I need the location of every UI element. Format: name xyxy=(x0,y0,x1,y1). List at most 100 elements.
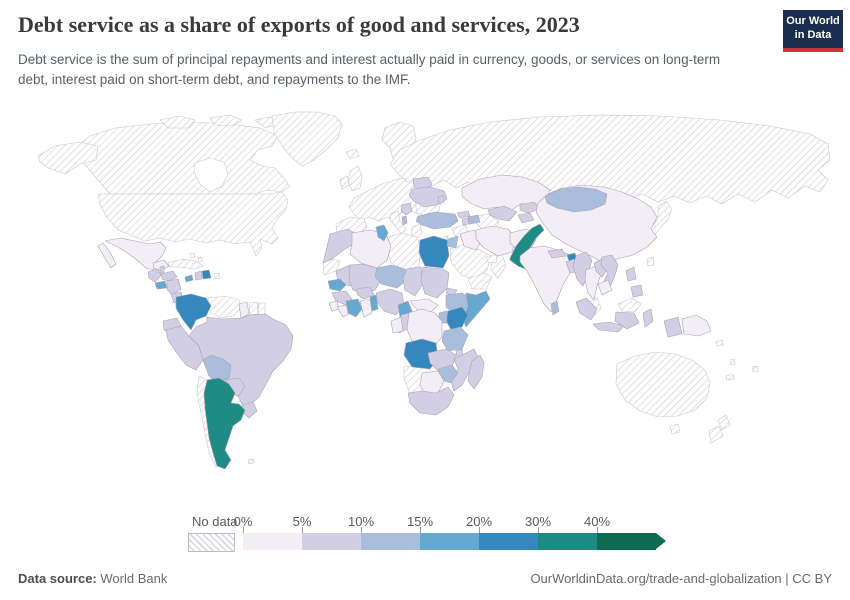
country-ireland[interactable] xyxy=(339,175,350,190)
country-colombia[interactable] xyxy=(175,293,212,331)
country-dominican-republic[interactable] xyxy=(201,269,212,280)
country-mongolia[interactable] xyxy=(544,186,608,213)
country-yemen[interactable] xyxy=(467,272,493,290)
country-united-kingdom[interactable] xyxy=(347,165,363,192)
country-moldova[interactable] xyxy=(437,194,445,205)
legend-bin-20-30%[interactable] xyxy=(479,533,538,550)
country-uae[interactable] xyxy=(485,254,498,264)
country-new-zealand-north[interactable] xyxy=(717,414,731,431)
country-vanuatu[interactable] xyxy=(729,358,736,366)
country-jordan[interactable] xyxy=(446,235,459,249)
legend-bin-15-20%[interactable] xyxy=(420,533,479,550)
country-cuba[interactable] xyxy=(167,258,204,270)
country-puerto-rico[interactable] xyxy=(213,272,221,280)
country-solomon-islands[interactable] xyxy=(715,339,724,347)
country-falkland-islands[interactable] xyxy=(247,458,255,465)
country-bahamas[interactable] xyxy=(197,256,203,263)
country-guatemala[interactable] xyxy=(147,268,162,283)
country-south-africa[interactable] xyxy=(407,386,455,416)
country-nicaragua[interactable] xyxy=(166,278,182,296)
country-senegal[interactable] xyxy=(327,278,347,292)
country-french-guiana[interactable] xyxy=(257,302,266,316)
country-cote-divoire[interactable] xyxy=(345,298,363,318)
country-madagascar[interactable] xyxy=(467,354,485,390)
country-sierra-leone[interactable] xyxy=(328,300,340,312)
country-indonesia-kalimantan[interactable] xyxy=(614,311,640,330)
country-turkey[interactable] xyxy=(415,211,459,230)
country-pakistan[interactable] xyxy=(509,223,545,272)
country-kenya[interactable] xyxy=(445,306,469,332)
legend-bin-5-10%[interactable] xyxy=(302,533,361,550)
country-taiwan[interactable] xyxy=(646,256,655,267)
country-belize[interactable] xyxy=(159,265,165,274)
country-brazil[interactable] xyxy=(188,313,294,408)
country-indonesia-java[interactable] xyxy=(592,321,625,333)
country-indonesia-sumatra[interactable] xyxy=(575,297,598,321)
country-mexico[interactable] xyxy=(104,237,167,271)
legend-bin-10-15%[interactable] xyxy=(361,533,420,550)
country-haiti[interactable] xyxy=(194,270,203,281)
country-el-salvador[interactable] xyxy=(154,280,168,290)
country-arctic-islands[interactable] xyxy=(159,115,196,129)
country-tanzania[interactable] xyxy=(441,326,469,352)
country-egypt[interactable] xyxy=(418,235,450,269)
country-canada[interactable] xyxy=(74,121,291,195)
legend-bin-40%+[interactable] xyxy=(597,533,656,550)
country-fiji[interactable] xyxy=(751,365,759,373)
country-bahamas[interactable] xyxy=(189,252,196,259)
country-honduras[interactable] xyxy=(160,270,178,282)
country-iran[interactable] xyxy=(475,225,517,257)
country-argentina[interactable] xyxy=(203,377,246,470)
country-guyana[interactable] xyxy=(238,301,250,319)
country-arctic-islands[interactable] xyxy=(209,114,243,127)
country-kyrgyzstan[interactable] xyxy=(519,201,541,214)
country-somalia[interactable] xyxy=(461,290,491,328)
country-niger[interactable] xyxy=(374,264,408,289)
country-peru[interactable] xyxy=(165,325,204,371)
country-serbia[interactable] xyxy=(400,202,413,216)
country-sri-lanka[interactable] xyxy=(550,300,560,316)
country-new-caledonia[interactable] xyxy=(725,373,735,381)
country-uzbekistan[interactable] xyxy=(487,205,518,222)
legend-bin-0-5%[interactable] xyxy=(243,533,302,550)
country-united-states[interactable] xyxy=(97,191,289,257)
country-morocco[interactable] xyxy=(322,228,359,264)
country-greenland[interactable] xyxy=(271,111,343,167)
country-venezuela[interactable] xyxy=(207,295,242,319)
country-australia[interactable] xyxy=(615,351,711,418)
country-greece[interactable] xyxy=(410,223,423,240)
country-benin[interactable] xyxy=(369,294,379,312)
world-choropleth-map[interactable] xyxy=(10,108,840,508)
country-tasmania[interactable] xyxy=(669,423,681,435)
country-chad[interactable] xyxy=(402,266,424,297)
country-albania[interactable] xyxy=(401,215,408,226)
country-papua-new-guinea[interactable] xyxy=(681,314,712,337)
country-tajikistan[interactable] xyxy=(517,212,535,224)
country-azerbaijan[interactable] xyxy=(467,214,481,225)
country-indonesia-sulawesi[interactable] xyxy=(642,308,654,328)
country-philippines-luzon[interactable] xyxy=(625,266,637,282)
legend-no-data-swatch[interactable] xyxy=(188,533,235,552)
legend-bin-30-40%[interactable] xyxy=(538,533,597,550)
country-burkina-faso[interactable] xyxy=(355,286,375,300)
country-iceland[interactable] xyxy=(345,148,360,160)
country-suriname[interactable] xyxy=(248,301,259,316)
country-central-african-republic[interactable] xyxy=(409,298,439,314)
country-philippines-mindanao[interactable] xyxy=(630,284,644,298)
country-mexico-yucatan[interactable] xyxy=(152,259,170,272)
country-tunisia[interactable] xyxy=(375,224,389,242)
country-indonesia-papua[interactable] xyxy=(663,316,683,338)
country-new-zealand-south[interactable] xyxy=(708,425,724,444)
country-ukraine[interactable] xyxy=(408,186,448,208)
country-bolivia[interactable] xyxy=(202,354,232,383)
country-sudan[interactable] xyxy=(420,266,450,299)
country-alaska[interactable] xyxy=(37,141,99,175)
country-malaysia-borneo[interactable] xyxy=(617,297,642,313)
country-dr-congo[interactable] xyxy=(405,308,443,350)
country-libya[interactable] xyxy=(386,232,422,271)
country-mexico-baja[interactable] xyxy=(97,242,117,269)
country-mali[interactable] xyxy=(348,263,382,295)
country-nepal[interactable] xyxy=(547,248,567,259)
country-japan[interactable] xyxy=(648,200,673,237)
country-italy[interactable] xyxy=(389,210,407,236)
